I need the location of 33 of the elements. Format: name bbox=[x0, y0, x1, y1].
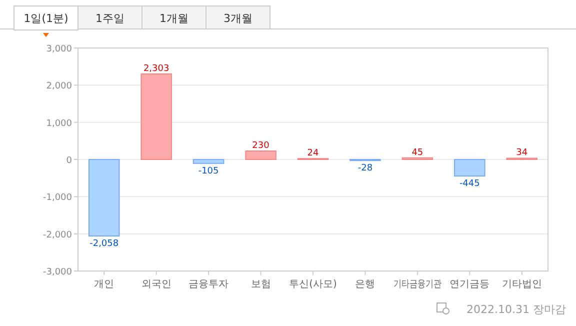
y-tick-label: 2,000 bbox=[46, 82, 72, 92]
bar bbox=[454, 159, 486, 177]
data-label: 34 bbox=[516, 148, 528, 158]
text: 1일(1분) bbox=[24, 12, 68, 25]
x-tick-label: 은행 bbox=[355, 279, 376, 290]
x-tick-label: 외국인 bbox=[141, 279, 172, 290]
data-label: -105 bbox=[198, 166, 219, 176]
data-label: 2,303 bbox=[143, 64, 170, 74]
y-tick-label: -2,000 bbox=[42, 230, 72, 240]
x-tick-label: 기타법인 bbox=[502, 279, 542, 290]
y-tick-label: 1,000 bbox=[46, 118, 72, 129]
y-tick-label: -3,000 bbox=[42, 268, 72, 278]
data-label: 230 bbox=[252, 140, 270, 151]
x-tick-label: 투신(사모) bbox=[289, 279, 337, 290]
data-label: -28 bbox=[358, 164, 373, 174]
y-tick-label: -1,000 bbox=[42, 193, 72, 204]
data-label: 24 bbox=[307, 148, 319, 159]
bar bbox=[140, 73, 172, 160]
x-tick-label: 보험 bbox=[250, 279, 271, 290]
bar bbox=[245, 150, 276, 160]
x-tick-label: 금융투자 bbox=[188, 279, 229, 290]
bar bbox=[88, 159, 120, 236]
data-label: -445 bbox=[459, 179, 480, 190]
data-label: 45 bbox=[412, 148, 424, 158]
text: 1개월 bbox=[160, 12, 188, 25]
text: 2022.10.31 장마감 bbox=[466, 303, 566, 316]
text: 3개월 bbox=[224, 12, 252, 25]
text: 1주일 bbox=[96, 12, 124, 25]
data-label: -2,058 bbox=[90, 238, 119, 249]
x-tick-label: 개인 bbox=[94, 279, 114, 290]
y-tick-label: 3,000 bbox=[46, 44, 72, 54]
y-tick-label: 0 bbox=[66, 156, 72, 166]
bar bbox=[192, 159, 224, 164]
